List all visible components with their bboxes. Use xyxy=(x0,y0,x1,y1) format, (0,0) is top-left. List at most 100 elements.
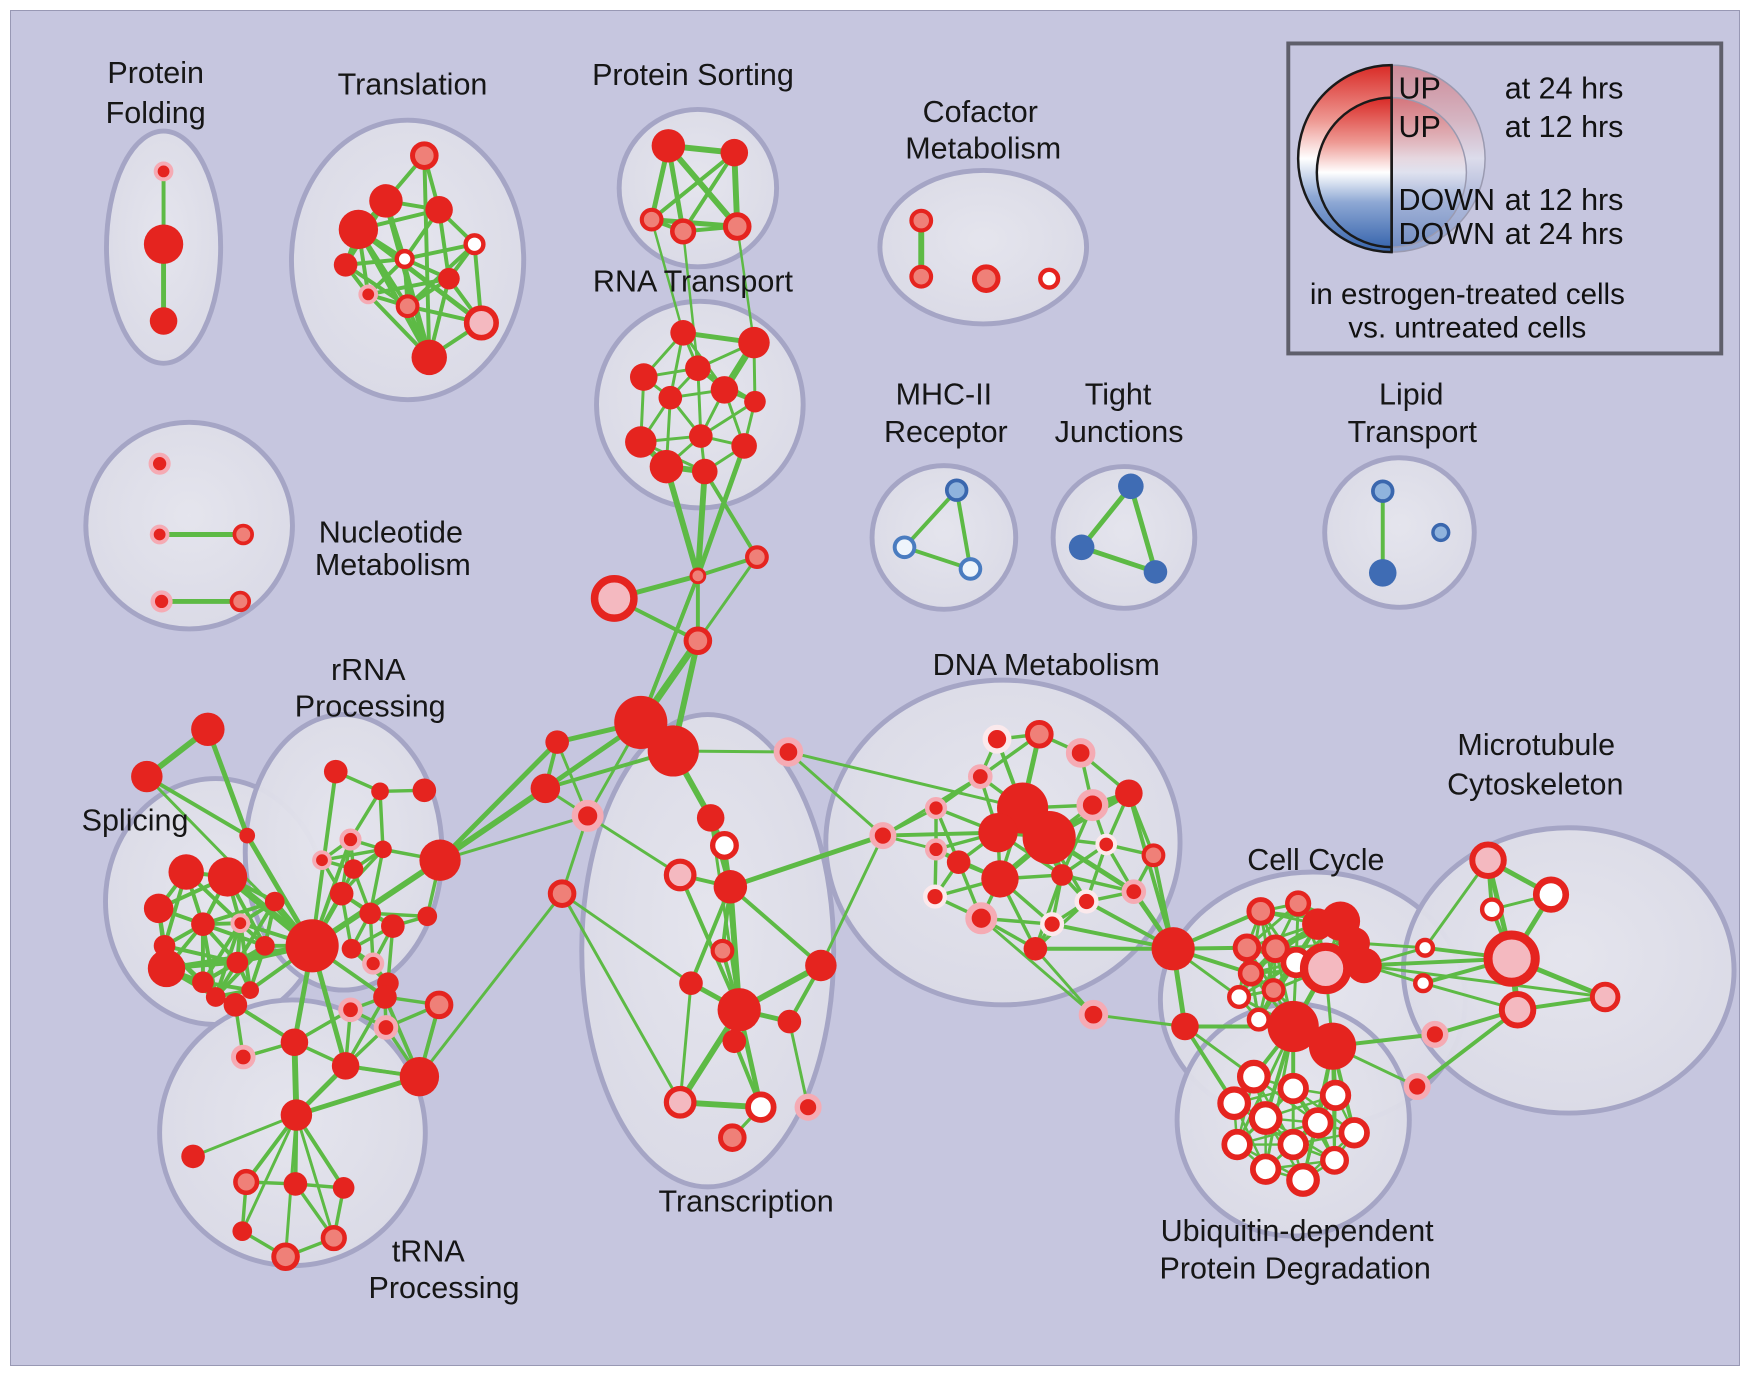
node-white xyxy=(1286,1163,1320,1197)
legend-caption: in estrogen-treated cells xyxy=(1310,278,1625,311)
node-red xyxy=(131,760,163,793)
legend-time-label: at 12 hrs xyxy=(1505,183,1624,217)
node-red xyxy=(978,812,1018,853)
edge xyxy=(1091,1013,1187,1028)
edge xyxy=(144,774,250,838)
legend: UP at 24 hrs UP at 12 hrs DOWN at 12 hrs DOWN a… xyxy=(1286,41,1724,356)
node-white xyxy=(463,233,486,256)
edge xyxy=(1079,544,1158,575)
node-pink xyxy=(424,990,454,1020)
edge xyxy=(378,789,385,852)
node-white xyxy=(1277,1072,1309,1105)
node-red xyxy=(722,1029,747,1054)
node-pink xyxy=(271,1242,300,1272)
node-halo xyxy=(339,828,362,851)
node-pink xyxy=(710,938,735,963)
node-blue xyxy=(1143,560,1168,584)
node-red xyxy=(438,267,460,290)
node-pinkc xyxy=(1589,981,1621,1013)
edge xyxy=(422,153,432,360)
node-pink xyxy=(233,1168,260,1196)
edge xyxy=(681,230,700,370)
node-red xyxy=(744,390,766,413)
edge xyxy=(320,847,385,862)
node-red xyxy=(649,449,684,484)
node-pink xyxy=(395,294,420,319)
node-white xyxy=(1479,897,1505,922)
cluster-label-microtubule-cytoskeleton: Cytoskeleton xyxy=(1447,767,1623,801)
node-red xyxy=(691,458,718,485)
node-red xyxy=(374,840,392,859)
node-red xyxy=(629,363,658,391)
node-red xyxy=(192,971,214,994)
edge xyxy=(727,833,886,890)
cluster-label-dna-metabolism: DNA Metabolism xyxy=(933,648,1160,682)
cluster-label-rna-transport: RNA Transport xyxy=(593,264,794,298)
node-white xyxy=(1413,973,1434,994)
edge xyxy=(665,142,741,230)
edge xyxy=(728,884,823,968)
node-halo xyxy=(967,764,993,789)
node-pink xyxy=(1141,843,1166,868)
node-pink xyxy=(1025,719,1054,749)
cluster-label-protein-sorting: Protein Sorting xyxy=(592,58,794,92)
node-pinkc xyxy=(663,1085,697,1119)
node-red xyxy=(333,253,358,277)
node-halo xyxy=(924,838,948,861)
edge xyxy=(1033,873,1064,951)
cluster-label-mhc-ii-receptor: MHC-II xyxy=(896,378,993,412)
cluster-microtubule-cytoskeleton-ellipse xyxy=(1400,825,1737,1116)
edge xyxy=(240,1113,298,1233)
node-pink xyxy=(722,212,752,241)
node-red xyxy=(412,778,437,803)
node-red xyxy=(331,1052,360,1080)
legend-gradient-circle-left xyxy=(1315,96,1393,249)
node-red xyxy=(805,949,837,982)
cluster-label-lipid-transport: Transport xyxy=(1348,415,1478,449)
node-white xyxy=(1038,267,1061,290)
node-white xyxy=(1532,876,1570,913)
edge xyxy=(402,242,477,261)
node-red xyxy=(255,935,275,956)
edge xyxy=(787,1020,810,1109)
node-red xyxy=(369,184,403,218)
cluster-protein-sorting-ellipse xyxy=(616,106,780,270)
edge xyxy=(696,555,759,643)
legend-direction-label: UP xyxy=(1398,110,1440,144)
node-red xyxy=(241,981,260,999)
node-blue xyxy=(1068,534,1095,561)
node-red xyxy=(239,827,256,844)
cluster-nucleotide-metabolism-ellipse xyxy=(83,419,295,632)
node-white xyxy=(1246,1007,1271,1032)
node-red xyxy=(359,902,382,925)
cluster-label-rrna-processing: Processing xyxy=(295,690,446,724)
node-whalo xyxy=(1095,833,1118,856)
node-halo xyxy=(373,1015,399,1040)
node-red xyxy=(670,319,696,346)
node-pinkc xyxy=(590,575,638,622)
node-halo xyxy=(338,997,363,1023)
node-pink xyxy=(1237,960,1264,987)
node-pink xyxy=(909,264,934,289)
node-pink xyxy=(971,264,1001,293)
node-bluec xyxy=(1371,479,1395,503)
cluster-label-trna-processing: Processing xyxy=(369,1271,520,1305)
node-red xyxy=(1115,779,1143,808)
edge xyxy=(736,225,756,344)
node-red xyxy=(946,850,971,874)
cluster-label-rrna-processing: rRNA xyxy=(331,653,406,687)
node-bluec xyxy=(1431,522,1451,543)
node-red xyxy=(419,839,461,881)
edge xyxy=(200,921,243,985)
node-halo xyxy=(965,902,998,935)
cluster-label-cofactor-metabolism: Metabolism xyxy=(905,132,1061,166)
node-red xyxy=(713,870,748,904)
node-white xyxy=(1319,1079,1352,1112)
cluster-label-protein-folding: Protein xyxy=(107,56,204,90)
network-figure: Protein Folding Translation Protein Sorting… xyxy=(82,41,1737,1305)
legend-caption: vs. untreated cells xyxy=(1348,312,1586,345)
node-white xyxy=(709,830,739,860)
node-red xyxy=(232,1221,253,1242)
node-red xyxy=(651,129,686,163)
edge xyxy=(649,217,740,229)
